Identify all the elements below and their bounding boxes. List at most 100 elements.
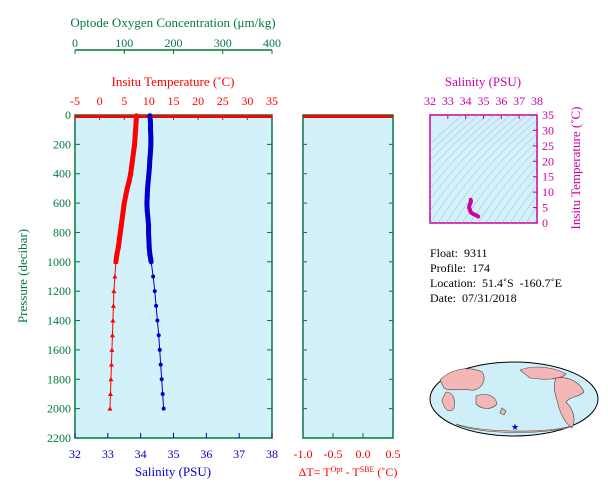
pressure-tick-label: 200 <box>53 137 71 151</box>
temperature-tick-label: 15 <box>168 94 180 108</box>
ts-temperature-tick-label: 35 <box>542 108 554 122</box>
pressure-tick-label: 400 <box>53 167 71 181</box>
temperature-tick-label: 30 <box>241 94 253 108</box>
delta-t-title-part: Opt <box>331 465 344 474</box>
ts-density-contour <box>485 157 537 223</box>
temperature-tick-label: 10 <box>143 94 155 108</box>
delta-t-title-part: (˚C) <box>374 465 397 479</box>
ts-density-contour <box>430 115 472 153</box>
ts-plot-area <box>429 114 538 224</box>
salinity-point <box>155 318 160 323</box>
salinity-point <box>156 333 161 338</box>
pressure-tick-label: 1800 <box>47 372 71 386</box>
temperature-tick-label: -5 <box>70 94 80 108</box>
ts-density-contour <box>493 165 537 223</box>
temperature-point <box>112 274 118 279</box>
ts-density-contour <box>430 115 512 201</box>
temperature-point <box>107 406 113 411</box>
ts-point <box>476 215 480 219</box>
oxygen-tick-label: 100 <box>115 36 133 50</box>
ts-density-contours <box>430 115 537 223</box>
delta-t-tick-label: 0.0 <box>356 447 371 461</box>
ts-temperature-tick-label: 30 <box>542 123 554 137</box>
pressure-tick-label: 1600 <box>47 343 71 357</box>
pressure-tick-label: 1000 <box>47 255 71 269</box>
oxygen-axis-title: Optode Oxygen Concentration (μm/kg) <box>70 15 275 30</box>
salinity-point <box>152 289 157 294</box>
ts-temperature-tick-label: 20 <box>542 154 554 168</box>
ts-temperature-tick-label: 25 <box>542 139 554 153</box>
ts-salinity-tick-label: 33 <box>442 94 454 108</box>
ts-temperature-tick-label: 15 <box>542 170 554 184</box>
delta-t-tick-label: -1.0 <box>294 447 313 461</box>
pressure-tick-label: 2000 <box>47 402 71 416</box>
delta-t-plot-area <box>302 114 394 439</box>
salinity-point <box>157 347 162 352</box>
ts-temperature-tick-label: 10 <box>542 185 554 199</box>
salinity-tick-label: 36 <box>200 447 212 461</box>
ts-density-contour <box>430 115 520 212</box>
salinity-point <box>158 362 163 367</box>
ts-temperature-axis-title: Insitu Temperature (˚C) <box>568 106 583 229</box>
salinity-point <box>154 303 159 308</box>
salinity-axis-title: Salinity (PSU) <box>135 464 211 479</box>
salinity-tick-label: 38 <box>266 447 278 461</box>
salinity-tick-label: 33 <box>102 447 114 461</box>
pressure-tick-label: 1400 <box>47 314 71 328</box>
salinity-point <box>149 259 154 264</box>
salinity-point <box>151 274 156 279</box>
ts-density-contour <box>430 115 528 223</box>
ts-salinity-tick-label: 37 <box>513 94 525 108</box>
temperature-point <box>113 259 119 264</box>
date-text: Date: 07/31/2018 <box>430 291 517 305</box>
temperature-point <box>107 391 113 396</box>
salinity-tick-label: 37 <box>233 447 245 461</box>
ts-series-group <box>467 197 481 219</box>
ts-density-contour <box>430 115 496 180</box>
temperature-point <box>110 318 116 323</box>
oxygen-tick-label: 0 <box>72 36 78 50</box>
ts-density-contour <box>453 126 537 223</box>
ts-density-contour <box>430 115 480 162</box>
salinity-tick-label: 34 <box>135 447 147 461</box>
ts-salinity-tick-label: 34 <box>460 94 472 108</box>
pressure-tick-label: 1200 <box>47 284 71 298</box>
temperature-point <box>108 362 114 367</box>
temperature-point <box>109 347 115 352</box>
temperature-tick-label: 35 <box>266 94 278 108</box>
temperature-point <box>110 303 116 308</box>
ts-density-contour <box>509 184 537 223</box>
oxygen-tick-label: 200 <box>165 36 183 50</box>
ts-density-contour <box>501 175 537 223</box>
ts-salinity-tick-label: 32 <box>424 94 436 108</box>
temperature-tick-label: 25 <box>217 94 229 108</box>
temperature-tick-label: 5 <box>121 94 127 108</box>
world-map <box>429 361 599 437</box>
temperature-tick-label: 20 <box>192 94 204 108</box>
oxygen-tick-label: 300 <box>214 36 232 50</box>
oxygen-tick-label: 400 <box>263 36 281 50</box>
temperature-point <box>108 376 114 382</box>
ts-temperature-tick-label: 0 <box>542 216 548 230</box>
ts-density-contour <box>477 148 537 223</box>
ts-temperature-tick-label: 5 <box>542 201 548 215</box>
ts-density-contour <box>461 133 537 223</box>
pressure-tick-label: 800 <box>53 225 71 239</box>
pressure-tick-label: 2200 <box>47 431 71 445</box>
salinity-tick-label: 32 <box>69 447 81 461</box>
temperature-axis-title: Insitu Temperature (˚C) <box>111 74 234 89</box>
ts-salinity-tick-label: 38 <box>531 94 543 108</box>
ts-salinity-axis-title: Salinity (PSU) <box>445 74 521 89</box>
salinity-point <box>159 377 164 382</box>
pressure-axis-title: Pressure (decibar) <box>15 229 30 323</box>
star-icon: ★ <box>511 422 519 432</box>
ts-salinity-tick-label: 35 <box>478 94 490 108</box>
ts-density-contour <box>517 195 537 223</box>
ts-density-contour <box>445 119 537 223</box>
temperature-point <box>111 288 117 294</box>
location-text: Location: 51.4˚S -160.7˚E <box>430 276 562 290</box>
salinity-point <box>161 406 166 411</box>
